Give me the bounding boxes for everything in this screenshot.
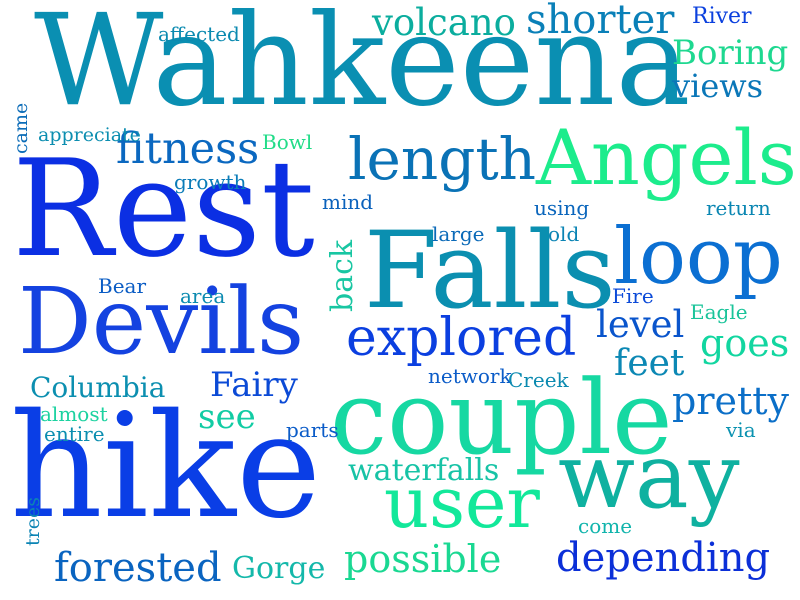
- word-explored: explored: [346, 308, 577, 368]
- word-bowl: affected: [158, 22, 240, 46]
- word-affected: River: [692, 4, 752, 29]
- word-pretty: pretty: [672, 379, 789, 423]
- word-forested: forested: [54, 545, 222, 591]
- word-views: views: [672, 67, 764, 105]
- word-river: back: [325, 239, 360, 312]
- word-return: using: [534, 196, 590, 220]
- word-bear: old: [548, 222, 580, 246]
- word-way: way: [558, 424, 740, 529]
- word-devils: Devils: [18, 268, 305, 375]
- word-back: appreciate: [38, 124, 141, 146]
- word-old: large: [432, 222, 485, 246]
- word-wahkeena: Wahkeena: [34, 0, 691, 134]
- word-columbia: Columbia: [30, 371, 166, 404]
- word-fire: area: [180, 284, 226, 308]
- word-loop: loop: [614, 212, 783, 302]
- word-eagle: Fire: [612, 284, 654, 308]
- word-user: user: [384, 462, 540, 544]
- word-fairy: Fairy: [210, 365, 298, 405]
- word-mind: growth: [174, 170, 247, 194]
- word-boring: Boring: [672, 33, 789, 73]
- word-area: Bear: [98, 274, 147, 298]
- word-hike: hike: [10, 382, 322, 550]
- word-angels: Angels: [536, 113, 797, 202]
- word-length: length: [348, 125, 537, 193]
- word-volcano: volcano: [372, 1, 516, 44]
- word-come: via: [726, 418, 756, 442]
- word-almost: Creek: [508, 368, 569, 392]
- word-using: mind: [322, 190, 374, 214]
- word-creek: network: [428, 364, 512, 388]
- word-couple: couple: [330, 359, 673, 478]
- word-gorge: Gorge: [232, 551, 326, 586]
- word-appreciate: come: [578, 514, 633, 538]
- word-via: parts: [286, 418, 339, 442]
- word-parts: entire: [44, 422, 105, 446]
- word-came: came: [10, 102, 32, 154]
- word-fitness: fitness: [116, 124, 260, 174]
- word-network: Eagle: [690, 300, 748, 324]
- word-possible: possible: [344, 537, 502, 581]
- word-large: return: [706, 196, 771, 220]
- word-growth: Bowl: [262, 130, 313, 154]
- word-shorter: shorter: [526, 0, 675, 43]
- word-see: see: [198, 397, 256, 437]
- word-waterfalls: waterfalls: [348, 453, 500, 488]
- word-rest: Rest: [12, 131, 315, 287]
- word-level: level: [596, 303, 685, 346]
- word-depending: depending: [556, 535, 771, 581]
- word-goes: goes: [700, 321, 790, 365]
- word-trees: trees: [22, 497, 44, 546]
- word-feet: feet: [614, 343, 685, 384]
- word-entire: almost: [40, 402, 108, 426]
- word-falls: Falls: [364, 209, 616, 332]
